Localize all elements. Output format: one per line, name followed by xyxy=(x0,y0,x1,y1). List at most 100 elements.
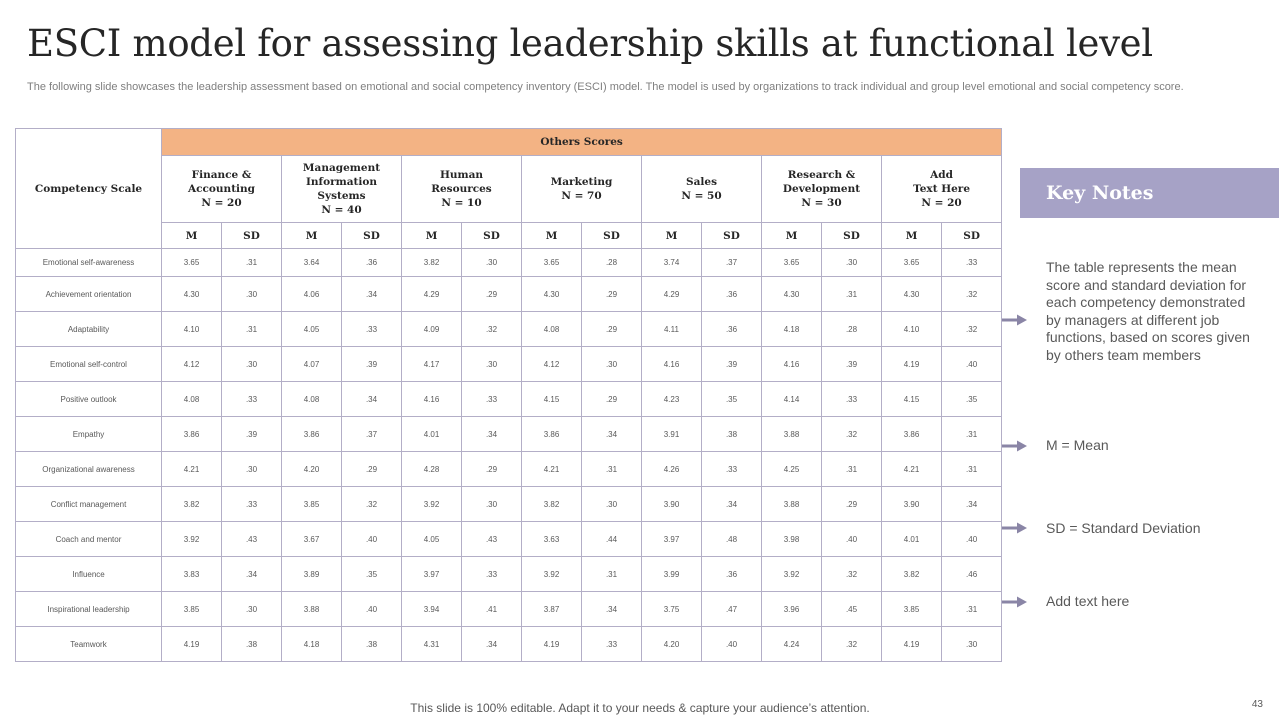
sd-value-cell: .40 xyxy=(940,346,1003,382)
department-header: Human Resources N = 10 xyxy=(401,155,522,223)
mean-value-cell: 4.05 xyxy=(281,311,342,347)
table-row: Emotional self-awareness 3.65.31 3.64.36 3.… xyxy=(15,248,1003,277)
key-note-description: The table represents the mean score and … xyxy=(1046,259,1250,363)
sd-value-cell: .38 xyxy=(701,416,762,452)
mean-value-cell: 4.09 xyxy=(401,311,462,347)
table-row: Coach and mentor 3.92.43 3.67.40 4.05.43 3.6… xyxy=(15,521,1003,557)
mean-value-cell: 4.19 xyxy=(881,626,942,662)
mean-value-cell: 3.97 xyxy=(641,521,702,557)
mean-value-cell: 4.30 xyxy=(521,276,582,312)
sd-value-cell: .29 xyxy=(821,486,882,522)
competency-table: Competency Scale Others Scores Finance &… xyxy=(15,128,1003,662)
department-header: Sales N = 50 xyxy=(641,155,762,223)
sd-value-cell: .45 xyxy=(821,591,882,627)
right-arrow-icon xyxy=(1002,314,1027,326)
key-notes-header: Key Notes xyxy=(1020,168,1279,218)
mean-value-cell: 3.88 xyxy=(761,416,822,452)
mean-value-cell: 3.92 xyxy=(161,521,222,557)
department-header-line: Accounting xyxy=(187,183,256,195)
sd-column-header: SD xyxy=(341,222,402,249)
table-row: Organizational awareness 4.21.30 4.20.29 4.… xyxy=(15,451,1003,487)
slide-title: ESCI model for assessing leadership skil… xyxy=(27,22,1153,65)
department-header-line: Resources xyxy=(431,183,492,195)
sd-value-cell: .34 xyxy=(341,381,402,417)
sd-value-cell: .34 xyxy=(221,556,282,592)
mean-value-cell: 4.15 xyxy=(521,381,582,417)
sd-value-cell: .31 xyxy=(581,556,642,592)
sd-value-cell: .30 xyxy=(821,248,882,277)
mean-value-cell: 4.31 xyxy=(401,626,462,662)
mean-value-cell: 4.08 xyxy=(281,381,342,417)
competency-name: Conflict management xyxy=(15,486,162,522)
mean-value-cell: 3.88 xyxy=(761,486,822,522)
sd-value-cell: .32 xyxy=(821,416,882,452)
mean-value-cell: 4.20 xyxy=(641,626,702,662)
right-arrow-icon xyxy=(1002,440,1027,452)
mean-value-cell: 3.65 xyxy=(161,248,222,277)
mean-value-cell: 4.28 xyxy=(401,451,462,487)
sd-value-cell: .34 xyxy=(940,486,1003,522)
department-header: Research & Development N = 30 xyxy=(761,155,882,223)
key-note-mean: M = Mean xyxy=(1046,437,1109,453)
department-header-line: N = 30 xyxy=(801,197,842,209)
mean-value-cell: 4.16 xyxy=(401,381,462,417)
sd-value-cell: .33 xyxy=(821,381,882,417)
sd-value-cell: .34 xyxy=(701,486,762,522)
sd-value-cell: .29 xyxy=(581,276,642,312)
table-row: Positive outlook 4.08.33 4.08.34 4.16.33 4.1… xyxy=(15,381,1003,417)
competency-name: Coach and mentor xyxy=(15,521,162,557)
mean-value-cell: 3.82 xyxy=(881,556,942,592)
department-header-line: Human xyxy=(439,169,484,181)
sd-value-cell: .30 xyxy=(461,248,522,277)
mean-value-cell: 4.30 xyxy=(161,276,222,312)
mean-value-cell: 4.06 xyxy=(281,276,342,312)
sd-value-cell: .39 xyxy=(341,346,402,382)
sd-value-cell: .38 xyxy=(221,626,282,662)
mean-value-cell: 3.82 xyxy=(401,248,462,277)
mean-column-header: M xyxy=(281,222,342,249)
mean-value-cell: 4.11 xyxy=(641,311,702,347)
sd-value-cell: .34 xyxy=(341,276,402,312)
sd-value-cell: .32 xyxy=(461,311,522,347)
mean-value-cell: 4.01 xyxy=(401,416,462,452)
sd-value-cell: .40 xyxy=(341,521,402,557)
mean-value-cell: 4.24 xyxy=(761,626,822,662)
department-header-line: Information xyxy=(306,176,377,188)
right-arrow-icon xyxy=(1002,522,1027,534)
sd-value-cell: .34 xyxy=(581,591,642,627)
sd-column-header: SD xyxy=(461,222,522,249)
table-row: Emotional self-control 4.12.30 4.07.39 4.17… xyxy=(15,346,1003,382)
sd-value-cell: .37 xyxy=(341,416,402,452)
department-header-line: N = 20 xyxy=(201,197,242,209)
sd-value-cell: .34 xyxy=(461,626,522,662)
sd-value-cell: .30 xyxy=(940,626,1003,662)
department-header-line: Add xyxy=(930,169,953,181)
mean-value-cell: 3.86 xyxy=(161,416,222,452)
sd-value-cell: .30 xyxy=(221,276,282,312)
mean-value-cell: 3.85 xyxy=(881,591,942,627)
mean-value-cell: 4.08 xyxy=(521,311,582,347)
sd-value-cell: .29 xyxy=(341,451,402,487)
sd-value-cell: .30 xyxy=(221,591,282,627)
mean-value-cell: 4.26 xyxy=(641,451,702,487)
mean-value-cell: 3.75 xyxy=(641,591,702,627)
sd-value-cell: .36 xyxy=(701,276,762,312)
mean-value-cell: 4.16 xyxy=(761,346,822,382)
sd-value-cell: .30 xyxy=(221,451,282,487)
sd-column-header: SD xyxy=(581,222,642,249)
mean-value-cell: 3.65 xyxy=(761,248,822,277)
sd-column-header: SD xyxy=(821,222,882,249)
department-header-line: Marketing xyxy=(550,176,613,188)
department-header-line: N = 20 xyxy=(921,197,962,209)
sd-value-cell: .39 xyxy=(221,416,282,452)
competency-name: Empathy xyxy=(15,416,162,452)
mean-value-cell: 4.21 xyxy=(521,451,582,487)
mean-value-cell: 3.85 xyxy=(281,486,342,522)
department-header-line: Research & xyxy=(787,169,856,181)
sd-value-cell: .31 xyxy=(821,276,882,312)
competency-name: Inspirational leadership xyxy=(15,591,162,627)
department-header-line: N = 70 xyxy=(561,190,602,202)
mean-value-cell: 3.74 xyxy=(641,248,702,277)
mean-value-cell: 3.83 xyxy=(161,556,222,592)
mean-column-header: M xyxy=(881,222,942,249)
